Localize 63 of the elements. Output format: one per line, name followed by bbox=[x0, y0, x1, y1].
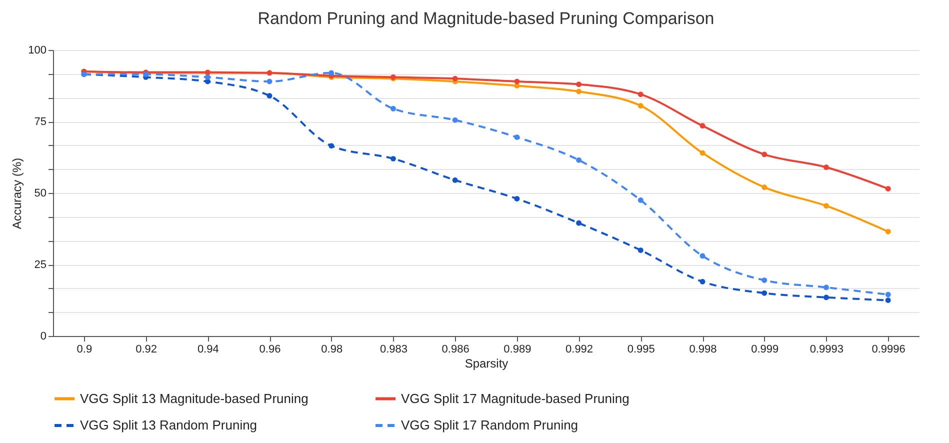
point bbox=[576, 157, 582, 163]
point bbox=[638, 197, 644, 203]
point bbox=[514, 196, 520, 202]
point bbox=[700, 253, 706, 259]
point bbox=[638, 103, 644, 109]
x-tick-label: 0.995 bbox=[627, 344, 655, 356]
x-tick-label: 0.992 bbox=[566, 344, 594, 356]
y-tick-label: 75 bbox=[34, 116, 46, 128]
point bbox=[823, 284, 829, 290]
x-tick-label: 0.92 bbox=[136, 344, 157, 356]
point bbox=[390, 106, 396, 112]
x-axis-title: Sparsity bbox=[464, 356, 508, 370]
y-tick-label: 0 bbox=[40, 330, 46, 342]
point bbox=[885, 228, 891, 234]
x-tick-label: 0.986 bbox=[442, 344, 470, 356]
legend-label: VGG Split 13 Random Pruning bbox=[80, 418, 258, 432]
y-axis-title: Accuracy (%) bbox=[10, 158, 24, 230]
point bbox=[823, 203, 829, 209]
x-tick-label: 0.998 bbox=[689, 344, 717, 356]
chart-title: Random Pruning and Magnitude-based Pruning Comparison bbox=[258, 9, 714, 28]
point bbox=[266, 93, 272, 98]
point bbox=[452, 177, 458, 183]
legend-label: VGG Split 17 Random Pruning bbox=[401, 418, 578, 432]
x-tick-label: 0.983 bbox=[380, 344, 408, 356]
point bbox=[762, 184, 768, 190]
point bbox=[823, 294, 829, 300]
point bbox=[823, 164, 829, 170]
x-tick-label: 0.9993 bbox=[810, 344, 844, 356]
point bbox=[885, 298, 891, 303]
point bbox=[885, 186, 891, 192]
point bbox=[390, 156, 396, 162]
x-tick-label: 0.9996 bbox=[872, 344, 906, 356]
point bbox=[885, 292, 891, 298]
x-tick-label: 0.999 bbox=[751, 344, 779, 356]
point bbox=[452, 117, 458, 123]
point bbox=[204, 74, 210, 80]
point bbox=[576, 220, 582, 226]
x-tick-label: 0.96 bbox=[259, 344, 281, 356]
point bbox=[452, 76, 458, 82]
point bbox=[576, 82, 582, 88]
point bbox=[762, 152, 768, 158]
point bbox=[638, 92, 644, 98]
x-tick-label: 0.98 bbox=[321, 344, 343, 356]
point bbox=[700, 123, 706, 129]
point bbox=[700, 278, 706, 284]
point bbox=[514, 134, 520, 140]
point bbox=[576, 88, 582, 94]
x-tick-label: 0.94 bbox=[197, 344, 219, 356]
point bbox=[514, 78, 520, 84]
y-tick-label: 25 bbox=[34, 259, 46, 271]
point bbox=[638, 247, 644, 253]
point bbox=[700, 150, 706, 156]
legend-label: VGG Split 13 Magnitude-based Pruning bbox=[80, 390, 308, 406]
point bbox=[266, 78, 272, 84]
point bbox=[328, 143, 334, 149]
point bbox=[328, 70, 334, 76]
y-tick-label: 50 bbox=[34, 188, 46, 200]
x-tick-label: 0.989 bbox=[504, 344, 532, 356]
legend-label: VGG Split 17 Magnitude-based Pruning bbox=[401, 390, 630, 406]
point bbox=[762, 277, 768, 283]
point bbox=[762, 290, 768, 296]
x-tick-label: 0.9 bbox=[76, 344, 92, 356]
y-tick-label: 100 bbox=[28, 44, 46, 56]
